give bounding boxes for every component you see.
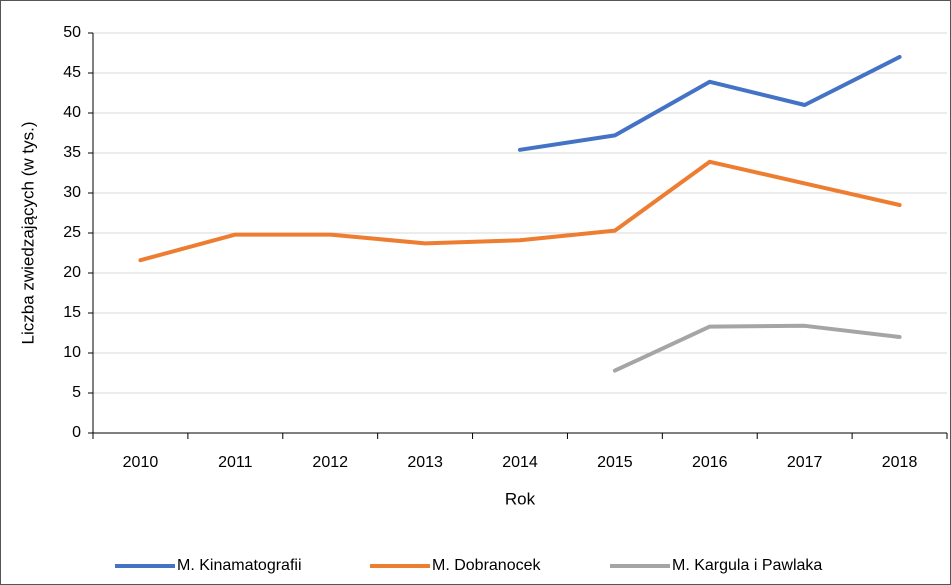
x-tick-label: 2014 [502,454,538,471]
legend-label: M. Kinamatografii [177,557,302,574]
x-tick-label: 2017 [787,454,823,471]
series-line [518,55,902,152]
y-tick-label: 25 [63,224,81,241]
y-tick-label: 45 [63,64,81,81]
x-tick-label: 2015 [597,454,633,471]
y-tick-label: 50 [63,24,81,41]
x-tick-label: 2018 [882,454,918,471]
legend-label: M. Kargula i Pawlaka [672,557,822,574]
y-tick-label: 0 [72,424,81,441]
x-tick-label: 2016 [692,454,728,471]
y-tick-label: 15 [63,304,81,321]
y-tick-label: 35 [63,144,81,161]
y-tick-label: 40 [63,104,81,121]
y-tick-label: 10 [63,344,81,361]
legend-label: M. Dobranocek [432,557,541,574]
y-axis-title: Liczba zwiedzających (w tys.) [18,122,37,345]
series-line [612,323,902,373]
y-tick-label: 20 [63,264,81,281]
x-axis-title: Rok [505,489,536,508]
x-tick-label: 2012 [312,454,348,471]
x-tick-label: 2013 [407,454,443,471]
y-tick-label: 5 [72,384,81,401]
y-tick-label: 30 [63,184,81,201]
x-tick-label: 2010 [123,454,159,471]
series-line [138,159,902,263]
x-tick-label: 2011 [218,454,253,471]
